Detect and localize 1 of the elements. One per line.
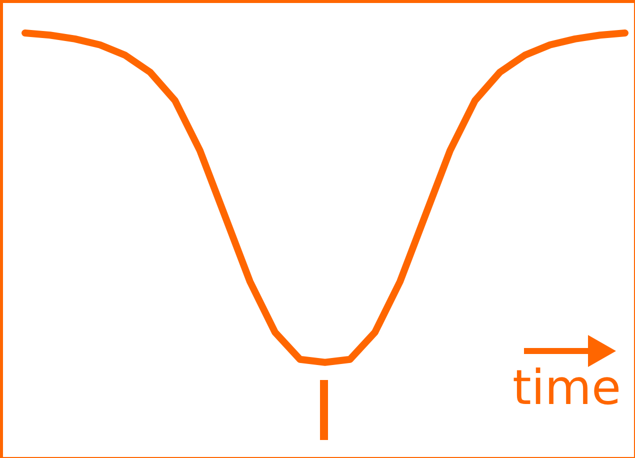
x-axis-title: time <box>512 360 621 416</box>
